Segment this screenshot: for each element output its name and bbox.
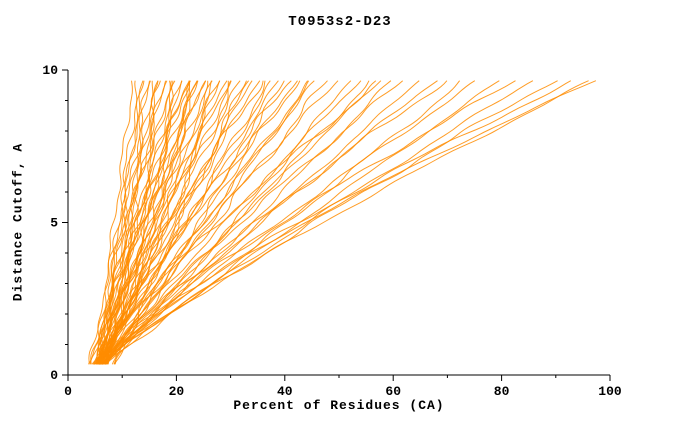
model-curve (88, 80, 145, 365)
x-tick-label: 40 (277, 384, 293, 399)
model-curve (103, 80, 229, 365)
model-curve (96, 80, 232, 365)
chart-title: T0953s2-D23 (288, 14, 392, 30)
model-curve (88, 80, 191, 365)
model-curve (106, 80, 370, 365)
x-tick-label: 60 (385, 384, 401, 399)
model-curve (100, 80, 572, 365)
model-curve (101, 80, 228, 365)
x-tick-label: 20 (169, 384, 185, 399)
model-curve (104, 80, 558, 365)
x-tick-label: 100 (598, 384, 622, 399)
model-curve (103, 80, 264, 365)
model-curve (102, 80, 301, 365)
x-axis-label: Percent of Residues (CA) (233, 398, 445, 413)
model-curve (98, 80, 261, 365)
model-curve (97, 80, 315, 365)
model-curve (94, 80, 339, 365)
model-curve (111, 80, 309, 365)
model-curve (97, 80, 209, 365)
x-tick-label: 0 (64, 384, 72, 399)
model-curve (97, 80, 159, 365)
model-curve (92, 80, 247, 365)
model-curve (96, 80, 183, 365)
axes (62, 69, 611, 381)
model-curves (88, 80, 597, 365)
model-curve (99, 80, 420, 365)
model-curve (93, 80, 534, 365)
model-curve (105, 80, 241, 365)
x-tick-label: 80 (494, 384, 510, 399)
model-curve (97, 80, 516, 365)
model-curve (104, 80, 476, 365)
y-tick-label: 5 (50, 216, 58, 231)
model-curve (96, 80, 174, 365)
model-curve (97, 80, 377, 365)
model-curve (102, 80, 589, 365)
y-tick-label: 0 (50, 368, 58, 383)
model-curve (96, 80, 133, 365)
model-curve (94, 80, 159, 365)
y-tick-label: 10 (42, 63, 58, 78)
model-curve (105, 80, 597, 365)
model-curve (99, 80, 362, 365)
model-curve (102, 80, 448, 365)
model-curve (102, 80, 328, 365)
